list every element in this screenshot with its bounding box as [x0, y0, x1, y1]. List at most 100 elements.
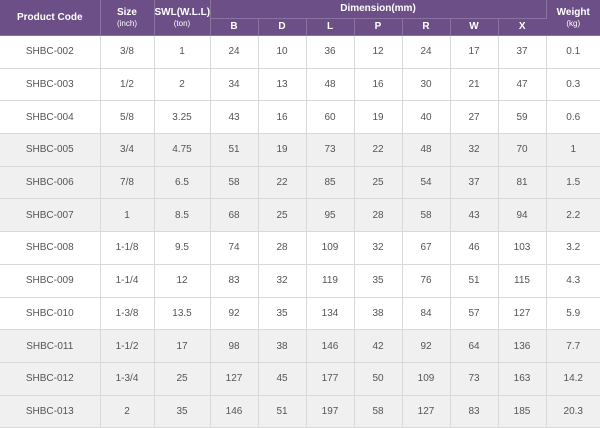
dim-w-cell: 57 — [450, 297, 498, 330]
dim-l-cell: 95 — [306, 199, 354, 232]
header-weight-label: Weight — [557, 7, 590, 18]
product-code-cell: SHBC-007 — [0, 199, 100, 232]
dim-r-cell: 84 — [402, 297, 450, 330]
dim-p-cell: 50 — [354, 362, 402, 395]
header-product-code: Product Code — [0, 0, 100, 36]
dim-x-cell: 103 — [498, 232, 546, 265]
swl-cell: 4.75 — [154, 134, 210, 167]
size-cell: 1-1/2 — [100, 330, 154, 363]
swl-cell: 13.5 — [154, 297, 210, 330]
dim-b-cell: 43 — [210, 101, 258, 134]
dim-b-cell: 74 — [210, 232, 258, 265]
dim-l-cell: 85 — [306, 166, 354, 199]
header-dim-p: P — [354, 19, 402, 36]
size-cell: 7/8 — [100, 166, 154, 199]
dim-r-cell: 30 — [402, 68, 450, 101]
swl-cell: 12 — [154, 264, 210, 297]
weight-cell: 0.6 — [546, 101, 600, 134]
dim-r-cell: 58 — [402, 199, 450, 232]
dim-w-cell: 17 — [450, 36, 498, 69]
dim-p-cell: 58 — [354, 395, 402, 428]
dim-w-cell: 43 — [450, 199, 498, 232]
weight-cell: 14.2 — [546, 362, 600, 395]
header-swl: SWL(W.L.L) (ton) — [154, 0, 210, 36]
product-code-cell: SHBC-009 — [0, 264, 100, 297]
dim-d-cell: 38 — [258, 330, 306, 363]
size-cell: 1-1/4 — [100, 264, 154, 297]
header-dim-d: D — [258, 19, 306, 36]
dim-r-cell: 54 — [402, 166, 450, 199]
dim-p-cell: 38 — [354, 297, 402, 330]
dim-d-cell: 10 — [258, 36, 306, 69]
dim-w-cell: 46 — [450, 232, 498, 265]
dim-b-cell: 92 — [210, 297, 258, 330]
header-weight: Weight (kg) — [546, 0, 600, 36]
dim-b-cell: 68 — [210, 199, 258, 232]
dim-d-cell: 25 — [258, 199, 306, 232]
dim-w-cell: 51 — [450, 264, 498, 297]
dim-l-cell: 134 — [306, 297, 354, 330]
header-weight-unit: (kg) — [547, 19, 600, 28]
table-header: Product Code Size (inch) SWL(W.L.L) (ton… — [0, 0, 600, 36]
product-code-cell: SHBC-011 — [0, 330, 100, 363]
size-cell: 1 — [100, 199, 154, 232]
product-code-cell: SHBC-006 — [0, 166, 100, 199]
header-dim-x: X — [498, 19, 546, 36]
dim-x-cell: 37 — [498, 36, 546, 69]
header-dim-r: R — [402, 19, 450, 36]
dim-l-cell: 73 — [306, 134, 354, 167]
size-cell: 2 — [100, 395, 154, 428]
header-dim-l: L — [306, 19, 354, 36]
dim-p-cell: 16 — [354, 68, 402, 101]
product-code-cell: SHBC-010 — [0, 297, 100, 330]
dim-b-cell: 34 — [210, 68, 258, 101]
dim-x-cell: 136 — [498, 330, 546, 363]
dim-d-cell: 35 — [258, 297, 306, 330]
dim-w-cell: 37 — [450, 166, 498, 199]
dim-d-cell: 28 — [258, 232, 306, 265]
dim-b-cell: 24 — [210, 36, 258, 69]
dim-w-cell: 73 — [450, 362, 498, 395]
header-size-unit: (inch) — [101, 19, 154, 28]
weight-cell: 0.3 — [546, 68, 600, 101]
product-code-cell: SHBC-004 — [0, 101, 100, 134]
product-code-cell: SHBC-005 — [0, 134, 100, 167]
dim-x-cell: 47 — [498, 68, 546, 101]
size-cell: 3/8 — [100, 36, 154, 69]
product-code-cell: SHBC-013 — [0, 395, 100, 428]
dim-p-cell: 25 — [354, 166, 402, 199]
product-code-cell: SHBC-003 — [0, 68, 100, 101]
dim-r-cell: 67 — [402, 232, 450, 265]
dim-p-cell: 35 — [354, 264, 402, 297]
swl-cell: 6.5 — [154, 166, 210, 199]
dim-d-cell: 16 — [258, 101, 306, 134]
dim-d-cell: 19 — [258, 134, 306, 167]
dim-p-cell: 42 — [354, 330, 402, 363]
dim-r-cell: 24 — [402, 36, 450, 69]
dim-r-cell: 109 — [402, 362, 450, 395]
swl-cell: 1 — [154, 36, 210, 69]
header-size: Size (inch) — [100, 0, 154, 36]
dim-x-cell: 70 — [498, 134, 546, 167]
dim-p-cell: 12 — [354, 36, 402, 69]
weight-cell: 4.3 — [546, 264, 600, 297]
swl-cell: 3.25 — [154, 101, 210, 134]
dim-x-cell: 59 — [498, 101, 546, 134]
header-swl-unit: (ton) — [155, 19, 210, 28]
dim-r-cell: 127 — [402, 395, 450, 428]
header-swl-label: SWL(W.L.L) — [155, 7, 211, 18]
dim-b-cell: 146 — [210, 395, 258, 428]
dim-d-cell: 51 — [258, 395, 306, 428]
dim-b-cell: 98 — [210, 330, 258, 363]
dim-l-cell: 197 — [306, 395, 354, 428]
size-cell: 1/2 — [100, 68, 154, 101]
dim-x-cell: 163 — [498, 362, 546, 395]
dim-d-cell: 22 — [258, 166, 306, 199]
size-cell: 5/8 — [100, 101, 154, 134]
product-code-cell: SHBC-012 — [0, 362, 100, 395]
dim-w-cell: 27 — [450, 101, 498, 134]
